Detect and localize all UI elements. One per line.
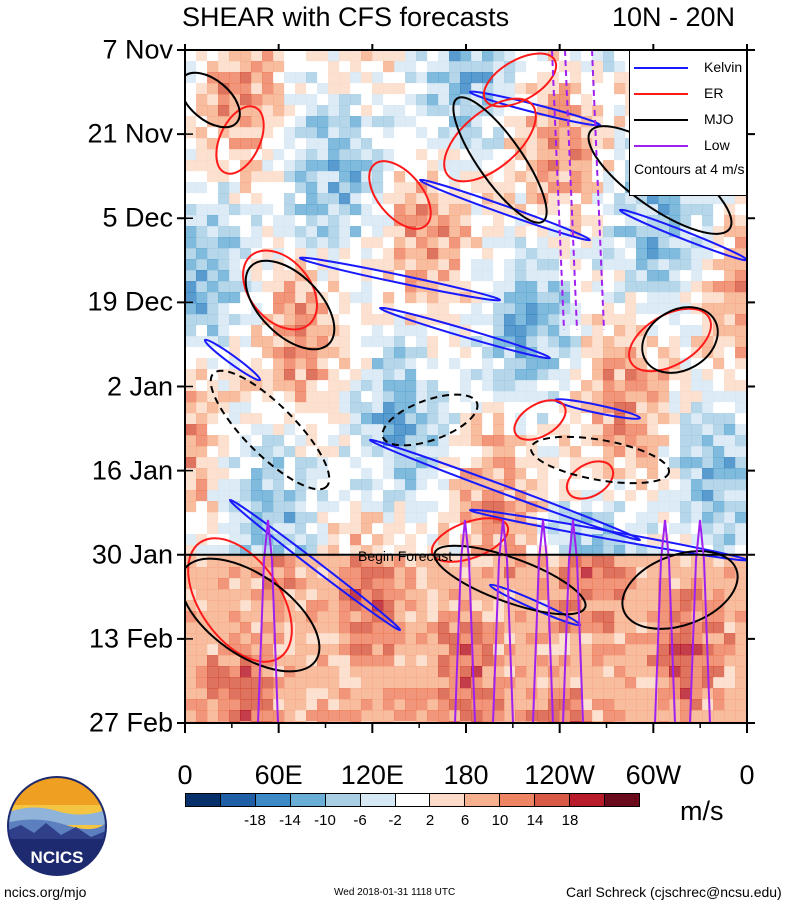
y-tick-label: 7 Nov — [102, 34, 173, 65]
colorbar-bin — [360, 794, 396, 806]
colorbar-bin — [395, 794, 431, 806]
colorbar-units: m/s — [680, 796, 724, 826]
y-tick-label: 21 Nov — [87, 118, 173, 149]
colorbar-tick-label: -6 — [353, 812, 367, 829]
legend-label: Kelvin — [704, 59, 743, 75]
forecast-label: Begin Forecast — [358, 548, 452, 564]
footer-url[interactable]: ncics.org/mjo — [4, 884, 87, 900]
colorbar-tick-label: 10 — [491, 812, 509, 829]
chart-region: 10N - 20N — [612, 2, 736, 32]
colorbar-bin — [220, 794, 256, 806]
legend-entry-low: Low — [634, 135, 746, 157]
y-tick-label: 2 Jan — [106, 371, 173, 401]
footer-timestamp: Wed 2018-01-31 1118 UTC — [334, 887, 456, 898]
colorbar-bin — [605, 794, 639, 806]
legend-label: ER — [704, 85, 724, 101]
chart-title: SHEAR with CFS forecasts — [182, 2, 510, 32]
colorbar-tick-label: 6 — [460, 812, 470, 829]
colorbar-bin — [465, 794, 501, 806]
x-tick-label: 0 — [739, 760, 755, 790]
legend-label: MJO — [704, 111, 734, 127]
x-tick-label: 120W — [524, 760, 595, 790]
colorbar-tick-label: 2 — [425, 812, 435, 829]
svg-text:NCICS: NCICS — [31, 848, 84, 867]
colorbar-tick-label: -2 — [388, 812, 402, 829]
legend-entry-er: ER — [634, 83, 746, 105]
colorbar-tick-label: 14 — [526, 812, 544, 829]
plot-area — [185, 50, 747, 723]
y-tick-label: 27 Feb — [88, 707, 173, 738]
ncics-logo: NCICS — [7, 776, 107, 876]
x-tick-label: 120E — [340, 760, 404, 790]
y-tick-label: 5 Dec — [102, 202, 173, 233]
colorbar-bin — [535, 794, 571, 806]
colorbar-bin — [186, 794, 221, 806]
y-tick-label: 30 Jan — [91, 539, 173, 570]
colorbar-bin — [290, 794, 326, 806]
legend-entry-kelvin: Kelvin — [634, 57, 746, 79]
x-tick-label: 0 — [177, 760, 193, 790]
colorbar — [185, 793, 640, 807]
legend-label: Low — [704, 137, 730, 153]
x-tick-label: 60W — [625, 760, 682, 790]
y-tick-label: 13 Feb — [88, 623, 173, 654]
colorbar-bin — [500, 794, 536, 806]
legend-contour-note: Contours at 4 m/s — [634, 161, 745, 177]
axis-ticks: Begin Forecast — [177, 44, 755, 733]
colorbar-bin — [255, 794, 291, 806]
colorbar-tick-label: -10 — [314, 812, 336, 829]
colorbar-bin — [325, 794, 361, 806]
legend: Kelvin ER MJO Low Contours at 4 m/s — [629, 50, 747, 196]
colorbar-tick-label: -18 — [244, 812, 266, 829]
x-tick-label: 60E — [254, 760, 303, 790]
legend-entry-mjo: MJO — [634, 109, 746, 131]
colorbar-tick-label: 18 — [561, 812, 579, 829]
y-tick-label: 16 Jan — [91, 455, 173, 486]
x-tick-label: 180 — [443, 760, 489, 790]
footer-author: Carl Schreck (cjschrec@ncsu.edu) — [566, 884, 782, 900]
colorbar-bin — [570, 794, 606, 806]
colorbar-bin — [430, 794, 466, 806]
colorbar-tick-label: -14 — [279, 812, 301, 829]
y-tick-label: 19 Dec — [87, 286, 173, 317]
